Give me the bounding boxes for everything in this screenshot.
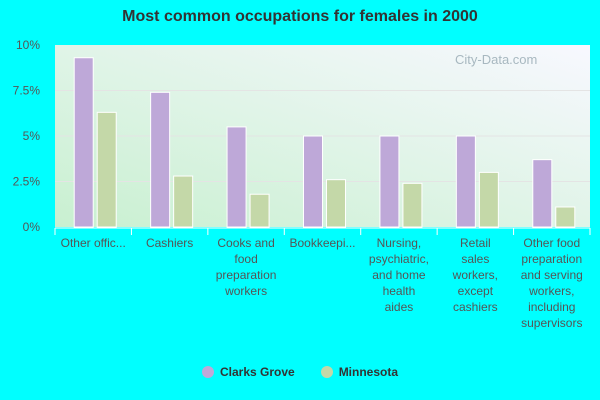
legend-item-minnesota[interactable]: Minnesota bbox=[320, 365, 399, 379]
bar-minnesota bbox=[173, 175, 194, 228]
x-tick-label: preparation bbox=[216, 268, 277, 282]
legend-swatch bbox=[201, 366, 214, 378]
x-tick-label: except bbox=[458, 284, 494, 298]
y-tick-label: 2.5% bbox=[13, 175, 41, 189]
x-tick-label: including bbox=[528, 300, 575, 314]
y-tick-label: 5% bbox=[23, 129, 41, 143]
bar-clarks-grove bbox=[226, 126, 247, 228]
x-tick-label: and serving bbox=[521, 268, 583, 282]
x-tick-label: food bbox=[234, 252, 257, 266]
x-tick-label: Nursing, bbox=[377, 236, 422, 250]
x-tick-label: sales bbox=[461, 252, 489, 266]
y-tick-label: 0% bbox=[23, 220, 41, 234]
bar-clarks-grove bbox=[532, 159, 553, 228]
bar-clarks-grove bbox=[303, 135, 323, 228]
x-tick-label: supervisors bbox=[521, 316, 582, 330]
legend-label: Clarks Grove bbox=[219, 365, 295, 379]
x-tick-label: Other offic... bbox=[61, 236, 126, 250]
bar-clarks-grove bbox=[73, 57, 94, 228]
x-tick-label: Cooks and bbox=[217, 236, 274, 250]
bar-minnesota bbox=[402, 182, 423, 228]
bar-clarks-grove bbox=[379, 135, 400, 228]
legend-label: Minnesota bbox=[338, 365, 399, 379]
x-tick-label: Cashiers bbox=[146, 236, 193, 250]
x-tick-label: Retail bbox=[460, 236, 491, 250]
x-tick-label: health bbox=[383, 284, 416, 298]
x-tick-label: cashiers bbox=[453, 300, 498, 314]
y-tick-label: 7.5% bbox=[13, 84, 41, 98]
x-tick-label: Other food bbox=[523, 236, 580, 250]
x-tick-label: workers, bbox=[452, 268, 498, 282]
x-tick-label: Bookkeepi... bbox=[289, 236, 355, 250]
bar-clarks-grove bbox=[455, 135, 476, 228]
bar-minnesota bbox=[249, 193, 270, 228]
x-tick-label: psychiatric, bbox=[369, 252, 429, 266]
x-tick-label: aides bbox=[385, 300, 414, 314]
chart-title: Most common occupations for females in 2… bbox=[122, 8, 478, 25]
x-tick-label: and home bbox=[372, 268, 426, 282]
y-tick-label: 10% bbox=[16, 38, 40, 52]
legend-swatch bbox=[320, 366, 333, 378]
watermark: City-Data.com bbox=[455, 52, 538, 67]
x-tick-label: workers, bbox=[528, 284, 574, 298]
legend-item-clarks-grove[interactable]: Clarks Grove bbox=[201, 365, 295, 379]
bar-minnesota bbox=[478, 171, 499, 228]
bar-minnesota bbox=[96, 111, 117, 228]
legend: Clarks Grove Minnesota bbox=[0, 365, 600, 379]
bar-clarks-grove bbox=[150, 91, 171, 228]
x-tick-label: workers bbox=[224, 284, 267, 298]
bar-minnesota bbox=[555, 206, 576, 228]
bar-minnesota bbox=[326, 179, 346, 228]
x-tick-label: preparation bbox=[521, 252, 582, 266]
